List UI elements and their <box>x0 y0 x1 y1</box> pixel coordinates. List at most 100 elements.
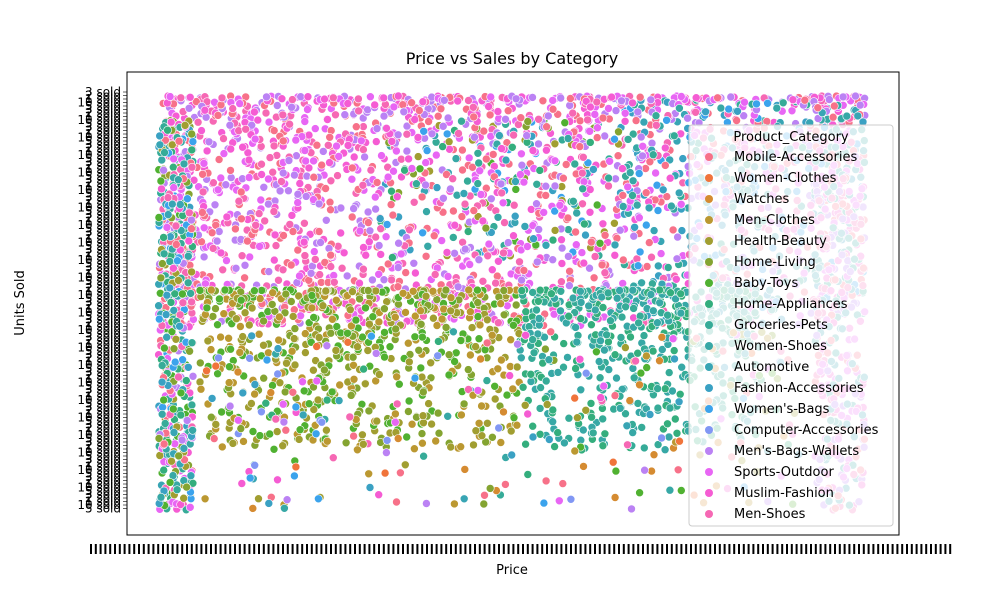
x-tick-label <box>234 544 236 554</box>
x-tick-label <box>498 544 500 554</box>
data-point <box>160 343 169 353</box>
data-point <box>477 401 486 411</box>
data-point <box>417 429 427 438</box>
data-point <box>409 198 419 207</box>
data-point <box>186 471 196 481</box>
data-point <box>300 117 310 126</box>
x-tick-label <box>334 544 337 554</box>
data-point <box>203 336 213 346</box>
data-point <box>528 421 538 431</box>
data-point <box>572 208 582 218</box>
y-tick-label: 2 sold <box>85 369 121 383</box>
data-point <box>210 200 220 210</box>
data-point <box>598 441 608 451</box>
data-point <box>287 211 297 220</box>
data-point <box>247 399 256 408</box>
data-point <box>309 172 319 182</box>
y-tick-label: 10 sold <box>77 253 121 267</box>
data-point <box>358 181 368 190</box>
data-point <box>391 409 400 419</box>
data-point <box>269 207 279 216</box>
data-point <box>296 92 306 101</box>
data-point <box>265 429 275 439</box>
data-point <box>628 98 637 108</box>
data-point <box>199 223 209 233</box>
data-point <box>629 304 638 313</box>
y-tick-label: 3 sold <box>85 400 121 414</box>
data-point <box>402 432 412 442</box>
data-point <box>441 285 451 295</box>
data-point <box>178 355 187 365</box>
x-tick-label <box>330 544 332 554</box>
data-point <box>469 440 478 450</box>
data-point <box>617 312 627 322</box>
x-tick-label <box>277 544 280 554</box>
data-point <box>288 227 298 236</box>
data-point <box>268 381 277 390</box>
data-point <box>179 444 189 453</box>
y-tick-label: 3 sold <box>85 190 121 204</box>
x-tick-label <box>680 544 683 554</box>
data-point <box>660 445 670 455</box>
data-point <box>499 248 508 258</box>
data-point <box>157 409 167 419</box>
data-point <box>243 236 252 246</box>
data-point <box>404 154 413 164</box>
x-tick-label <box>157 544 160 554</box>
y-tick-label: 10 sold <box>77 376 121 390</box>
data-point <box>359 122 368 131</box>
y-tick-label: 10 sold <box>77 428 121 442</box>
data-point <box>639 331 649 340</box>
data-point <box>427 129 437 139</box>
data-point <box>325 197 335 207</box>
data-point <box>178 289 187 299</box>
data-point <box>236 187 246 197</box>
x-tick-label <box>310 544 313 554</box>
x-tick-label <box>219 544 222 554</box>
data-point <box>430 270 440 279</box>
data-point <box>326 262 336 271</box>
data-point <box>559 339 569 348</box>
data-point <box>490 394 500 404</box>
data-point <box>405 225 414 235</box>
y-tick-label: 1 sold <box>85 180 121 194</box>
x-tick-label <box>790 544 793 554</box>
data-point <box>653 206 663 215</box>
data-point <box>550 156 560 166</box>
data-point <box>446 306 456 316</box>
data-point <box>585 127 595 136</box>
x-tick-label <box>229 544 232 554</box>
data-point <box>520 222 530 231</box>
data-point <box>260 216 270 226</box>
data-point <box>500 218 509 227</box>
data-point <box>372 178 382 187</box>
data-point <box>284 186 293 195</box>
data-point <box>326 328 336 338</box>
data-point <box>691 93 701 102</box>
data-point <box>182 482 191 492</box>
data-point <box>379 275 389 285</box>
data-point <box>231 224 240 234</box>
x-tick-label <box>574 544 577 554</box>
data-point <box>335 380 345 390</box>
data-point <box>188 137 198 146</box>
x-tick-label <box>642 544 644 554</box>
data-point <box>607 92 616 102</box>
data-point <box>563 213 573 223</box>
y-tick-label: 2 sold <box>85 351 121 365</box>
data-point <box>630 223 639 232</box>
x-tick-label <box>704 544 707 554</box>
data-point <box>218 442 227 452</box>
data-point <box>542 145 551 155</box>
x-tick-label <box>728 544 731 554</box>
data-point <box>542 122 551 131</box>
data-point <box>674 188 684 198</box>
y-tick-label: 10 sold <box>77 393 121 407</box>
data-point <box>390 312 400 322</box>
data-point <box>615 225 625 235</box>
y-tick-label: 2 sold <box>85 264 121 278</box>
data-point <box>179 159 189 169</box>
x-tick-label <box>224 544 227 554</box>
data-point <box>521 307 531 317</box>
